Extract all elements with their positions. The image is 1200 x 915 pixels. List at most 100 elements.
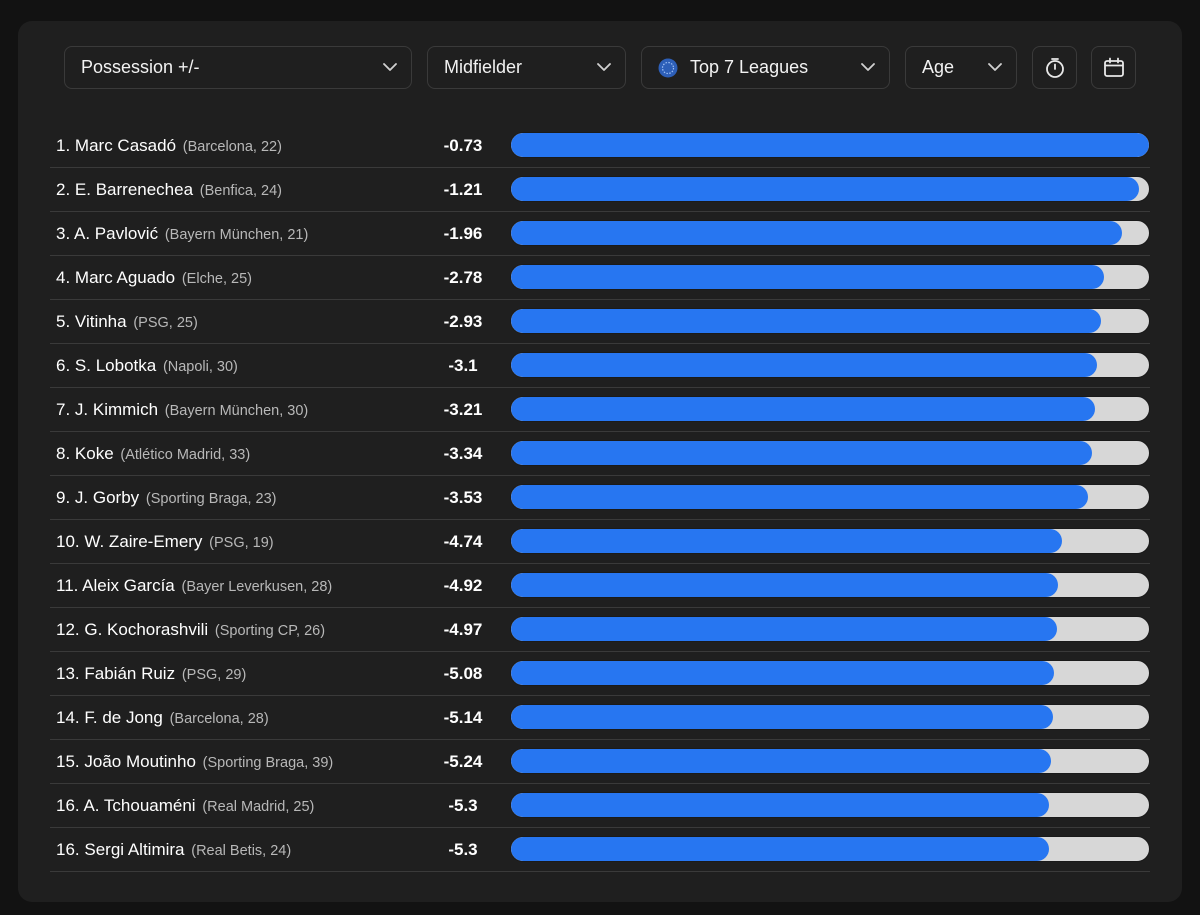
player-row[interactable]: 15. João Moutinho (Sporting Braga, 39) -5… (50, 740, 1150, 784)
player-name: Marc Casadó (74, 136, 177, 155)
value-bar-fill (511, 837, 1050, 861)
sort-dropdown[interactable]: Age (905, 46, 1017, 89)
player-rank: 9. (56, 488, 71, 507)
player-name-cell: 11. Aleix García (Bayer Leverkusen, 28) (56, 564, 332, 607)
value-bar-fill (511, 661, 1055, 685)
player-club-age: (PSG, 19) (209, 535, 274, 551)
player-name: A. Pavlović (73, 224, 159, 243)
player-name: Sergi Altimira (84, 840, 185, 859)
value-bar-track (510, 220, 1150, 246)
metric-value: -5.3 (448, 840, 478, 859)
value-bar-fill (511, 529, 1062, 553)
player-club-age: (Bayern München, 30) (164, 403, 309, 419)
player-name-cell: 15. João Moutinho (Sporting Braga, 39) (56, 740, 333, 783)
player-name: E. Barrenechea (74, 180, 194, 199)
player-name-cell: 8. Koke (Atlético Madrid, 33) (56, 432, 250, 475)
player-name-cell: 9. J. Gorby (Sporting Braga, 23) (56, 476, 276, 519)
player-row[interactable]: 14. F. de Jong (Barcelona, 28) -5.14 (50, 696, 1150, 740)
player-rank: 1. (56, 136, 71, 155)
player-rank: 8. (56, 444, 71, 463)
metric-value: -4.92 (443, 576, 483, 595)
player-rank: 6. (56, 356, 71, 375)
position-dropdown-label: Midfielder (444, 57, 523, 77)
player-club-age: (Sporting Braga, 23) (145, 491, 277, 507)
player-row[interactable]: 7. J. Kimmich (Bayern München, 30) -3.21 (50, 388, 1150, 432)
player-club-age: (Sporting Braga, 39) (202, 755, 334, 771)
player-row[interactable]: 12. G. Kochorashvili (Sporting CP, 26) -4… (50, 608, 1150, 652)
value-bar-track (510, 792, 1150, 818)
player-club-age: (PSG, 25) (133, 315, 198, 331)
stopwatch-icon (1045, 57, 1064, 78)
player-row[interactable]: 6. S. Lobotka (Napoli, 30) -3.1 (50, 344, 1150, 388)
player-name-cell: 1. Marc Casadó (Barcelona, 22) (56, 124, 282, 167)
value-bar-fill (511, 749, 1051, 773)
competition-dropdown-label: Top 7 Leagues (690, 57, 809, 77)
position-dropdown[interactable]: Midfielder (427, 46, 626, 89)
player-club-age: (Real Betis, 24) (191, 843, 292, 859)
player-name: S. Lobotka (74, 356, 157, 375)
value-bar-fill (511, 793, 1050, 817)
metric-value: -5.14 (443, 708, 483, 727)
value-bar-track (510, 836, 1150, 862)
player-club-age: (Real Madrid, 25) (202, 799, 315, 815)
metric-value: -3.34 (443, 444, 483, 463)
player-row[interactable]: 16. A. Tchouaméni (Real Madrid, 25) -5.3 (50, 784, 1150, 828)
metric-dropdown[interactable]: Possession +/- (64, 46, 412, 89)
value-bar-fill (511, 177, 1139, 201)
player-name-cell: 10. W. Zaire-Emery (PSG, 19) (56, 520, 274, 563)
player-name-cell: 7. J. Kimmich (Bayern München, 30) (56, 388, 308, 431)
player-club-age: (Benfica, 24) (199, 183, 283, 199)
timer-button[interactable] (1032, 46, 1077, 89)
value-bar-fill (511, 309, 1102, 333)
player-row[interactable]: 10. W. Zaire-Emery (PSG, 19) -4.74 (50, 520, 1150, 564)
value-bar-fill (511, 397, 1095, 421)
value-bar-fill (511, 441, 1093, 465)
player-row[interactable]: 1. Marc Casadó (Barcelona, 22) -0.73 (50, 124, 1150, 168)
value-bar-fill (511, 617, 1057, 641)
player-name: J. Gorby (74, 488, 140, 507)
value-bar-track (510, 572, 1150, 598)
player-row[interactable]: 11. Aleix García (Bayer Leverkusen, 28) -… (50, 564, 1150, 608)
player-name: A. Tchouaméni (83, 796, 196, 815)
player-name-cell: 4. Marc Aguado (Elche, 25) (56, 256, 252, 299)
player-name: Koke (74, 444, 114, 463)
calendar-button[interactable] (1091, 46, 1136, 89)
value-bar-track (510, 748, 1150, 774)
player-name: J. Kimmich (74, 400, 159, 419)
chevron-down-icon (383, 61, 397, 75)
metric-value: -4.97 (443, 620, 483, 639)
player-ranking-list: 1. Marc Casadó (Barcelona, 22) -0.73 2. E.… (50, 124, 1150, 872)
value-bar-fill (511, 705, 1053, 729)
player-row[interactable]: 5. Vitinha (PSG, 25) -2.93 (50, 300, 1150, 344)
metric-value: -4.74 (443, 532, 483, 551)
player-name-cell: 3. A. Pavlović (Bayern München, 21) (56, 212, 308, 255)
value-bar-fill (511, 573, 1058, 597)
player-name-cell: 16. A. Tchouaméni (Real Madrid, 25) (56, 784, 314, 827)
metric-value: -1.96 (443, 224, 483, 243)
player-row[interactable]: 16. Sergi Altimira (Real Betis, 24) -5.3 (50, 828, 1150, 872)
player-rank: 14. (56, 708, 80, 727)
value-bar-fill (511, 485, 1088, 509)
value-bar-track (510, 396, 1150, 422)
player-rank: 12. (56, 620, 80, 639)
player-row[interactable]: 9. J. Gorby (Sporting Braga, 23) -3.53 (50, 476, 1150, 520)
player-name: G. Kochorashvili (84, 620, 209, 639)
value-bar-track (510, 352, 1150, 378)
player-rank: 5. (56, 312, 71, 331)
player-row[interactable]: 2. E. Barrenechea (Benfica, 24) -1.21 (50, 168, 1150, 212)
player-row[interactable]: 13. Fabián Ruiz (PSG, 29) -5.08 (50, 652, 1150, 696)
leaderboard-panel: Possession +/- Midfielder Top 7 Leagues … (18, 21, 1182, 902)
player-name: Fabián Ruiz (84, 664, 176, 683)
metric-value: -3.21 (443, 400, 483, 419)
player-row[interactable]: 8. Koke (Atlético Madrid, 33) -3.34 (50, 432, 1150, 476)
player-row[interactable]: 4. Marc Aguado (Elche, 25) -2.78 (50, 256, 1150, 300)
player-club-age: (Napoli, 30) (162, 359, 238, 375)
chevron-down-icon (597, 61, 611, 75)
metric-value: -5.08 (443, 664, 483, 683)
metric-value: -1.21 (443, 180, 483, 199)
player-row[interactable]: 3. A. Pavlović (Bayern München, 21) -1.96 (50, 212, 1150, 256)
metric-value: -3.53 (443, 488, 483, 507)
player-name: Vitinha (74, 312, 127, 331)
competition-dropdown[interactable]: Top 7 Leagues (641, 46, 890, 89)
globe-icon (658, 58, 678, 77)
